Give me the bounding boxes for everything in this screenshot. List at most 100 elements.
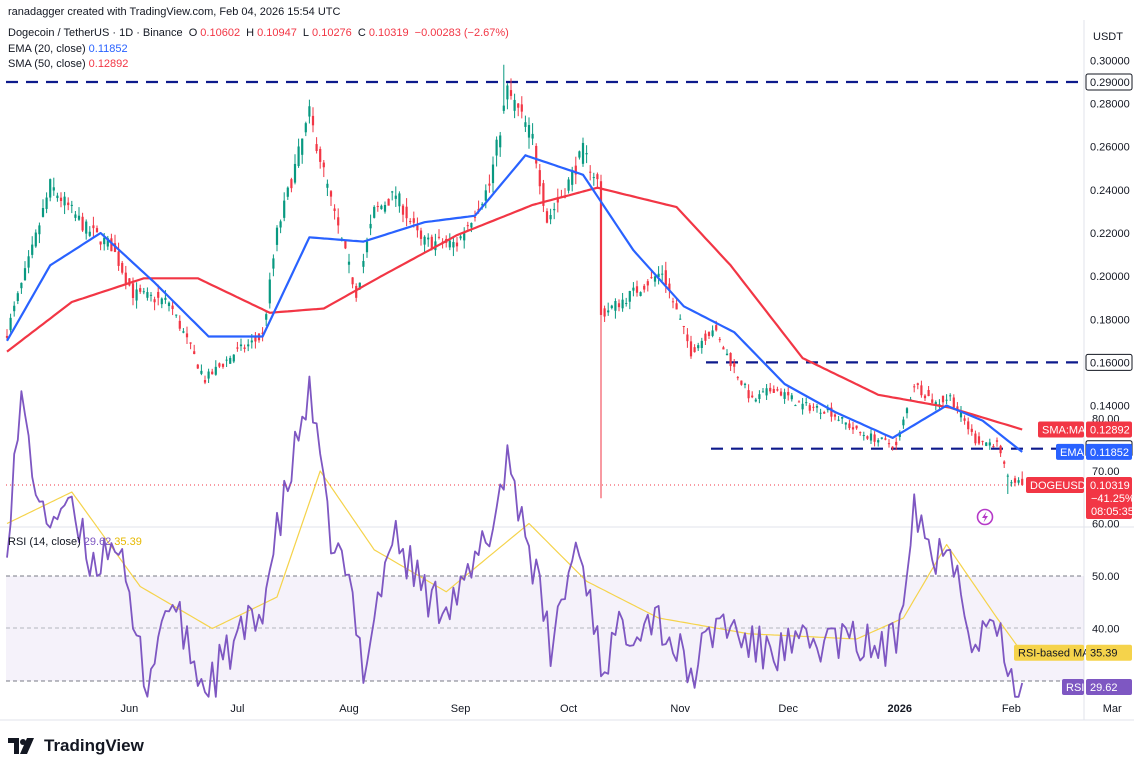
- price-tick-label: 0.28000: [1090, 99, 1130, 111]
- candle-body: [121, 262, 124, 273]
- candle-body: [200, 370, 203, 374]
- ema-tag-badge-bg: [1056, 443, 1084, 460]
- candle-body: [639, 292, 642, 296]
- candle-body: [164, 297, 167, 300]
- candle-body: [427, 237, 430, 240]
- sma-value-badge-bg: [1086, 421, 1132, 438]
- ema-tag-badge-text: EMA: [1060, 447, 1085, 459]
- candle-body: [844, 422, 847, 425]
- time-tick-label: Jun: [121, 703, 139, 715]
- candle-body: [650, 277, 653, 279]
- sma-legend[interactable]: SMA (50, close) 0.12892: [8, 58, 131, 70]
- level-290-badge-bg: [1085, 73, 1133, 91]
- candle-body: [286, 187, 289, 197]
- price-tick-label: 0.18000: [1090, 314, 1130, 326]
- candle-body: [920, 385, 923, 396]
- candle-body: [743, 383, 747, 385]
- ema-legend[interactable]: EMA (20, close) 0.11852: [8, 43, 131, 55]
- candle-body: [1006, 475, 1009, 477]
- candle-body: [974, 433, 977, 444]
- lightning-icon[interactable]: [976, 508, 994, 526]
- time-tick-label: Dec: [778, 703, 798, 715]
- candle-body: [571, 170, 574, 185]
- rsi-legend[interactable]: RSI (14, close) 29.62 35.39: [8, 536, 145, 548]
- candle-body: [70, 204, 73, 206]
- candle-body: [545, 211, 549, 223]
- candle-body: [380, 205, 383, 210]
- candle-body: [625, 303, 628, 305]
- candle-body: [895, 441, 898, 446]
- price-badge-bg: [1086, 476, 1132, 519]
- candle-body: [236, 347, 239, 349]
- open-label: O: [188, 27, 198, 39]
- candle-body: [553, 208, 556, 211]
- tradingview-logo[interactable]: TradingView: [8, 736, 144, 756]
- candle-body: [455, 242, 459, 247]
- candle-body: [970, 428, 973, 432]
- candle-body: [49, 179, 52, 198]
- candle-body: [1013, 478, 1017, 483]
- candle-body: [859, 432, 862, 434]
- candle-body: [686, 334, 689, 342]
- candle-body: [509, 90, 513, 96]
- candle-body: [841, 416, 844, 419]
- candle-body: [473, 216, 477, 218]
- candle-body: [52, 187, 55, 191]
- candle-body: [740, 380, 743, 385]
- candle-body: [722, 347, 725, 350]
- candle-body: [369, 223, 372, 229]
- candle-body: [74, 214, 77, 218]
- credit-line: ranadagger created with TradingView.com,…: [8, 6, 341, 18]
- rsi-value-badge-text: 29.62: [1090, 682, 1118, 694]
- candle-body: [801, 403, 804, 410]
- symbol-legend[interactable]: Dogecoin / TetherUS · 1D · Binance O 0.10…: [8, 27, 512, 39]
- candle-body: [373, 206, 376, 218]
- candle-body: [304, 123, 307, 133]
- candle-body: [794, 405, 797, 407]
- low-value: 0.10276: [312, 27, 352, 39]
- candle-body: [880, 437, 883, 439]
- rsi-ma-line: [6, 470, 1023, 654]
- candle-body: [787, 391, 790, 396]
- candle-body: [23, 268, 27, 281]
- time-tick-label: Nov: [670, 703, 690, 715]
- candle-body: [214, 366, 217, 375]
- candle-body: [956, 406, 959, 411]
- candle-body: [142, 291, 145, 293]
- candle-body: [502, 105, 505, 111]
- candle-body: [891, 446, 894, 449]
- candle-body: [884, 438, 887, 440]
- price-tick-label: 0.30000: [1090, 55, 1130, 67]
- price-tick-label: 0.14000: [1090, 401, 1130, 413]
- candle-body: [459, 236, 462, 239]
- candle-body: [315, 144, 318, 152]
- candle-body: [365, 241, 369, 253]
- candle-body: [463, 233, 466, 241]
- ema-value-badge-text: 0.11852: [1090, 447, 1129, 459]
- candle-body: [401, 205, 405, 215]
- rsi-ma-value-badge: 35.39: [1086, 644, 1132, 661]
- candle-body: [344, 240, 347, 249]
- sma-value-badge: 0.12892: [1086, 421, 1132, 438]
- candle-body: [218, 363, 221, 367]
- open-value: 0.10602: [200, 27, 241, 39]
- candle-body: [506, 85, 509, 100]
- time-tick-label: Mar: [1103, 703, 1122, 715]
- candle-body: [308, 106, 311, 117]
- candle-body: [88, 231, 91, 236]
- candle-body: [527, 125, 531, 138]
- symbol-tag-badge-text: DOGEUSDT: [1030, 480, 1093, 492]
- symbol-tag-badge-bg: [1026, 476, 1084, 493]
- candle-body: [610, 305, 613, 309]
- rsi-value-badge-bg: [1086, 678, 1132, 695]
- candle-body: [830, 407, 833, 417]
- time-tick-label: Sep: [451, 703, 471, 715]
- candle-body: [704, 333, 707, 341]
- candle-body: [761, 391, 765, 393]
- candle-body: [931, 399, 934, 403]
- candle-body: [661, 273, 664, 275]
- candle-body: [272, 258, 275, 269]
- candle-body: [31, 244, 34, 255]
- candle-body: [988, 442, 991, 446]
